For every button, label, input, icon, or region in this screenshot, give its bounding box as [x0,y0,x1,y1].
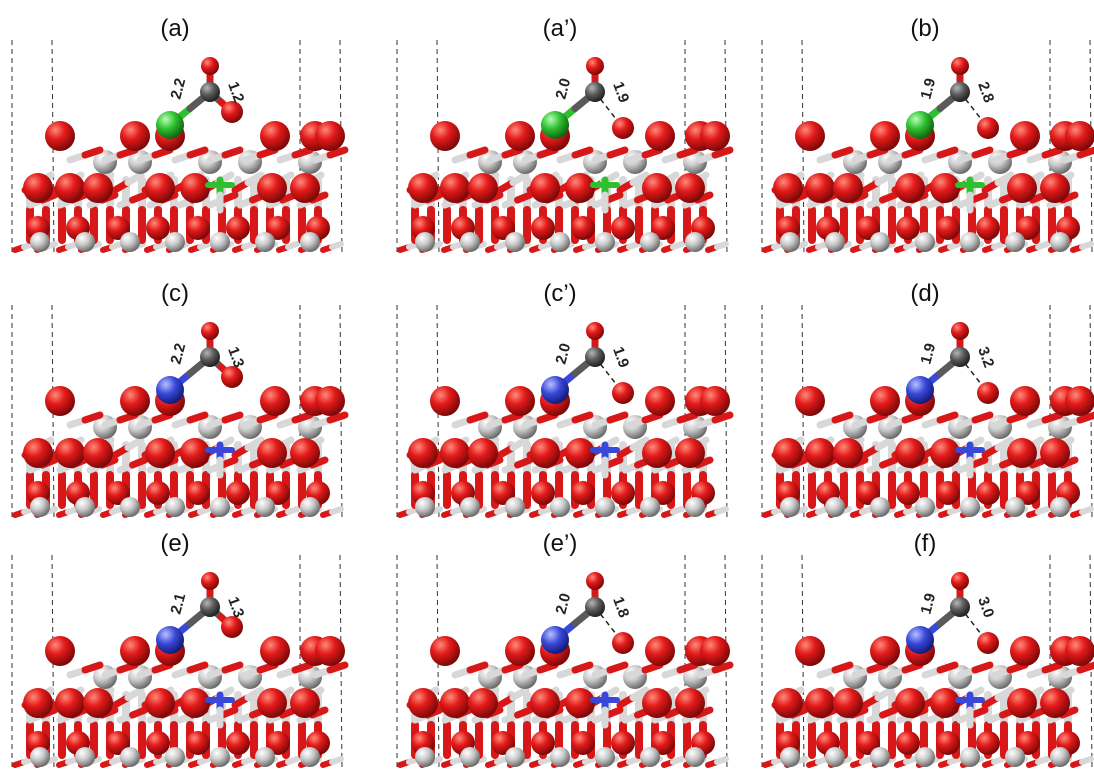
oxide-slab [762,636,1094,768]
panel: (c’) 2.0 1.9 [396,280,734,521]
distance-label-carbon-oxygen: 1.3 [224,595,247,620]
distance-label-dopant-carbon: 2.2 [167,341,189,366]
distance-label-dopant-carbon: 1.9 [917,76,939,101]
distance-label-dopant-carbon: 2.1 [167,591,189,616]
distance-label-carbon-oxygen: 3.2 [974,345,997,370]
oxide-slab [12,636,349,768]
substitutional-dopant [590,441,620,479]
distance-label-dopant-carbon: 2.0 [552,341,574,366]
adsorbate [541,57,634,139]
panel: (b) 1.9 2.8 [761,15,1094,256]
distance-label-dopant-carbon: 1.9 [917,591,939,616]
panel-label: (c’) [543,280,576,307]
adsorbate [906,57,999,139]
adsorbate [906,322,999,404]
distance-label-dopant-carbon: 2.2 [167,76,189,101]
distance-label-dopant-carbon: 2.0 [552,591,574,616]
oxide-slab [397,386,734,518]
distance-label-carbon-oxygen: 1.9 [609,345,632,370]
oxide-slab [397,636,734,768]
panel: (c) 2.2 1.3 [11,280,349,521]
distance-label-carbon-oxygen: 1.9 [609,80,632,105]
distance-label-carbon-oxygen: 3.0 [974,595,997,620]
adsorbate [541,572,634,654]
adsorbate [541,322,634,404]
substitutional-dopant [590,691,620,729]
panel: (e) 2.1 1.3 [11,530,349,771]
substitutional-dopant [205,441,235,479]
substitutional-dopant [955,441,985,479]
substitutional-dopant [205,691,235,729]
distance-label-dopant-carbon: 1.9 [917,341,939,366]
adsorbate [156,572,243,654]
oxide-slab [12,121,349,253]
substitutional-dopant [590,176,620,214]
panel: (a’) 2.0 1.9 [396,15,734,256]
oxide-slab [762,121,1094,253]
substitutional-dopant [205,176,235,214]
panel-label: (f) [914,530,937,557]
panel-label: (c) [161,280,189,307]
panel: (d) 1.9 3.2 [761,280,1094,521]
distance-label-dopant-carbon: 2.0 [552,76,574,101]
panel: (a) 2.2 1.2 [11,15,349,256]
panel-label: (a) [160,15,189,42]
distance-label-carbon-oxygen: 1.8 [609,595,632,620]
panel: (f) 1.9 3.0 [761,530,1094,771]
distance-label-carbon-oxygen: 1.2 [224,80,247,105]
panel-label: (e’) [543,530,578,557]
panel-label: (e) [160,530,189,557]
panel-label: (a’) [543,15,578,42]
distance-label-carbon-oxygen: 2.8 [974,80,997,105]
oxide-slab [762,386,1094,518]
distance-label-carbon-oxygen: 1.3 [224,345,247,370]
substitutional-dopant [955,691,985,729]
panel-label: (b) [910,15,939,42]
oxide-slab [397,121,734,253]
substitutional-dopant [955,176,985,214]
adsorbate [156,57,243,139]
panel: (e’) 2.0 1.8 [396,530,734,771]
adsorbate [156,322,243,404]
adsorbate [906,572,999,654]
oxide-slab [12,386,349,518]
panel-label: (d) [910,280,939,307]
